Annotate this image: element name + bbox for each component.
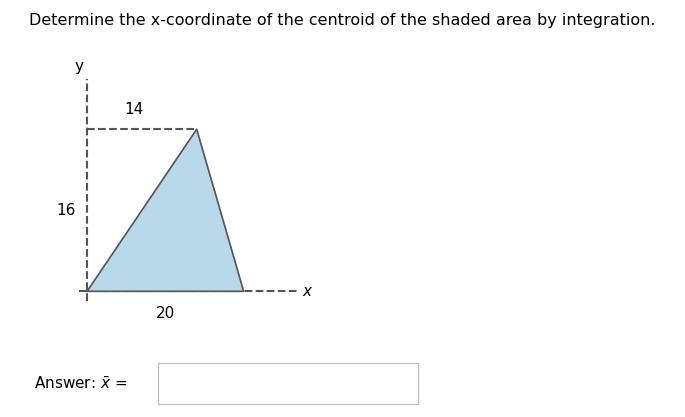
Text: i: i <box>171 374 176 393</box>
Text: x: x <box>302 284 312 299</box>
Text: y: y <box>75 58 84 73</box>
Text: Determine the x-coordinate of the centroid of the shaded area by integration.: Determine the x-coordinate of the centro… <box>29 13 656 28</box>
Text: 14: 14 <box>125 102 144 117</box>
Polygon shape <box>87 129 244 291</box>
Text: 16: 16 <box>56 203 75 218</box>
Text: Answer: $\bar{x}$ =: Answer: $\bar{x}$ = <box>34 376 127 392</box>
Text: 20: 20 <box>155 306 175 322</box>
